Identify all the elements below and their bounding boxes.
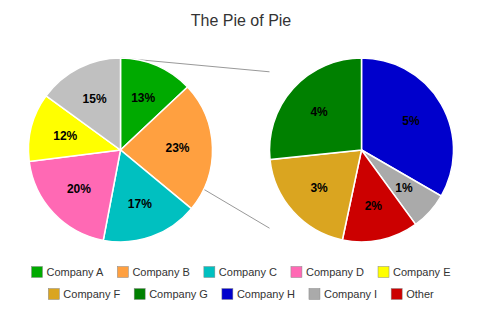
legend-swatch (391, 289, 402, 300)
legend-item: Company I (309, 288, 377, 300)
legend-swatch (309, 289, 320, 300)
legend-item: Company H (222, 288, 295, 300)
legend-label: Company D (306, 266, 364, 278)
legend-swatch (291, 267, 302, 278)
pie-slice (46, 58, 120, 150)
legend-swatch (32, 267, 43, 278)
legend-item: Company C (204, 266, 277, 278)
legend-label: Company I (324, 288, 377, 300)
legend-swatch (48, 289, 59, 300)
legend-item: Company F (48, 288, 120, 300)
data-label: 4% (310, 105, 328, 119)
legend-swatch (134, 289, 145, 300)
data-label: 5% (402, 114, 420, 128)
legend-item: Other (391, 288, 434, 300)
legend-item: Company D (291, 266, 364, 278)
data-label: 20% (67, 182, 91, 196)
chart: The Pie of Pie 13% 23% 17% 20% 12% 15% 5% 1% 2% 3%… (0, 0, 482, 323)
legend: Company A Company B Company C Company D Comp… (32, 266, 451, 300)
pie: 13% 23% 17% 20% 12% 15% (28, 58, 212, 242)
legend-label: Company E (393, 266, 450, 278)
data-label: 15% (83, 92, 107, 106)
data-label: 17% (128, 197, 152, 211)
pie-slice (270, 150, 361, 240)
legend-swatch (378, 267, 389, 278)
legend-row: Company F Company G Company H Company I Othe… (48, 288, 434, 300)
data-label: 12% (53, 129, 77, 143)
legend-label: Company H (237, 288, 295, 300)
legend-item: Company G (134, 288, 208, 300)
legend-label: Company B (132, 266, 189, 278)
legend-row: Company A Company B Company C Company D Comp… (32, 266, 451, 278)
pie: 5% 1% 2% 3% 4% (269, 58, 453, 242)
data-label: 13% (131, 91, 155, 105)
legend-label: Company C (219, 266, 277, 278)
legend-label: Company F (63, 288, 120, 300)
legend-item: Company A (32, 266, 105, 278)
data-label: 1% (395, 181, 413, 195)
pie-slice (29, 150, 120, 240)
legend-label: Other (406, 288, 434, 300)
legend-item: Company E (378, 266, 450, 278)
data-label: 2% (365, 199, 383, 213)
legend-swatch (117, 267, 128, 278)
pie-slice (269, 58, 361, 160)
data-label: 3% (310, 181, 328, 195)
legend-swatch (204, 267, 215, 278)
title: The Pie of Pie (191, 12, 292, 29)
legend-label: Company G (149, 288, 208, 300)
legend-label: Company A (47, 266, 105, 278)
data-label: 23% (165, 141, 189, 155)
legend-swatch (222, 289, 233, 300)
legend-item: Company B (117, 266, 189, 278)
